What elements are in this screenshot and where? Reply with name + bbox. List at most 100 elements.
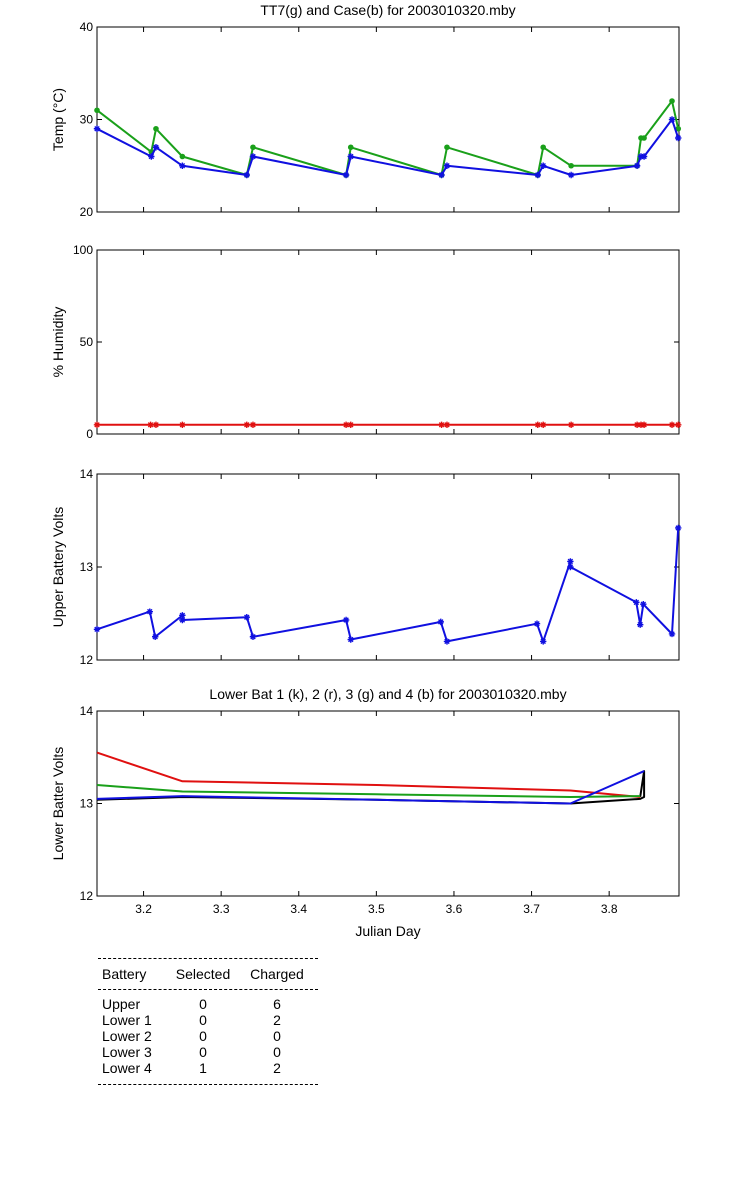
figure: 20 30 40 TT7(g) and Case(b) for 2003010320.… xyxy=(50,2,682,939)
data-point xyxy=(342,616,350,624)
cell-battery: Lower 1 xyxy=(102,1012,152,1028)
x-tick-label: 3.2 xyxy=(135,902,152,916)
cell-selected: 0 xyxy=(199,1028,207,1044)
y-tick-label: 13 xyxy=(80,560,94,574)
data-point xyxy=(347,636,354,643)
table-header-rule xyxy=(98,989,318,990)
cell-selected: 1 xyxy=(199,1060,207,1076)
data-point xyxy=(675,524,682,532)
series-line xyxy=(96,770,646,805)
cell-battery: Lower 3 xyxy=(102,1044,152,1060)
data-point xyxy=(675,125,682,132)
data-point xyxy=(633,162,641,169)
header-charged: Charged xyxy=(250,966,304,982)
data-point xyxy=(179,421,186,428)
cell-battery: Lower 4 xyxy=(102,1060,152,1076)
data-point xyxy=(568,162,574,169)
data-point xyxy=(179,616,186,624)
x-axis-label: Julian Day xyxy=(355,923,420,939)
cell-charged: 6 xyxy=(273,996,281,1012)
data-point xyxy=(567,421,575,428)
cell-charged: 0 xyxy=(273,1028,281,1044)
cell-battery: Upper xyxy=(102,996,141,1012)
data-point xyxy=(243,171,250,179)
data-point xyxy=(153,125,159,132)
data-point xyxy=(633,421,641,428)
data-point xyxy=(540,638,547,645)
data-point xyxy=(637,621,644,628)
series-line xyxy=(96,770,645,805)
table-top-rule xyxy=(98,958,318,959)
data-point xyxy=(533,620,541,627)
y-tick-label: 40 xyxy=(80,20,94,34)
data-point xyxy=(641,135,647,141)
data-point xyxy=(540,162,547,169)
chart-title: Lower Bat 1 (k), 2 (r), 3 (g) and 4 (b) … xyxy=(209,686,566,702)
data-point xyxy=(152,633,159,640)
y-axis-label: Upper Battery Volts xyxy=(50,507,66,628)
data-point xyxy=(243,614,250,621)
header-battery: Battery xyxy=(102,966,147,982)
plot-frame xyxy=(96,710,680,897)
y-axis-label: Lower Batter Volts xyxy=(50,747,66,861)
table-row: Lower 2 0 0 xyxy=(98,1028,318,1044)
table-bottom-rule xyxy=(98,1084,318,1085)
data-point xyxy=(146,608,153,615)
x-tick-label: 3.7 xyxy=(523,902,540,916)
table-header: Battery Selected Charged xyxy=(98,964,318,984)
data-point xyxy=(179,153,186,160)
series-line xyxy=(96,784,641,798)
data-point xyxy=(249,421,257,428)
data-point xyxy=(444,144,450,151)
battery-table: Battery Selected Charged Upper 0 6 Lower… xyxy=(98,958,318,1085)
data-point xyxy=(443,638,451,645)
data-point xyxy=(179,162,186,169)
data-point xyxy=(567,563,574,571)
data-point xyxy=(669,98,675,104)
data-point xyxy=(640,601,647,608)
plot-frame xyxy=(96,26,680,213)
data-point xyxy=(249,633,257,640)
data-point xyxy=(152,421,160,428)
cell-charged: 0 xyxy=(273,1044,281,1060)
data-point xyxy=(567,171,575,179)
data-point xyxy=(148,153,155,160)
data-point xyxy=(675,134,682,142)
header-selected: Selected xyxy=(175,966,231,982)
data-point xyxy=(534,421,541,428)
data-point xyxy=(633,599,640,606)
chart-title: TT7(g) and Case(b) for 2003010320.mby xyxy=(260,2,515,18)
data-point xyxy=(152,144,160,151)
cell-charged: 2 xyxy=(273,1012,281,1028)
x-tick-label: 3.6 xyxy=(446,902,463,916)
data-point xyxy=(567,558,574,565)
data-point xyxy=(668,421,676,428)
y-tick-label: 50 xyxy=(80,335,94,349)
table-row: Lower 4 1 2 xyxy=(98,1060,318,1076)
cell-selected: 0 xyxy=(199,1012,207,1028)
data-point xyxy=(438,421,445,428)
data-point xyxy=(342,171,350,179)
x-tick-label: 3.3 xyxy=(213,902,230,916)
data-point xyxy=(437,618,444,626)
data-point xyxy=(93,421,101,428)
data-point xyxy=(640,421,648,428)
data-point xyxy=(243,421,250,428)
x-tick-label: 3.8 xyxy=(601,902,618,916)
series-line xyxy=(96,527,680,643)
data-point xyxy=(347,144,354,151)
data-point xyxy=(93,125,101,132)
data-point xyxy=(93,626,101,633)
cell-selected: 0 xyxy=(199,996,207,1012)
data-point xyxy=(438,171,445,179)
cell-charged: 2 xyxy=(273,1060,281,1076)
data-point xyxy=(675,421,682,428)
table-row: Lower 3 0 0 xyxy=(98,1044,318,1060)
y-tick-label: 12 xyxy=(80,889,94,903)
data-point xyxy=(347,421,354,428)
data-point xyxy=(94,107,100,114)
y-tick-label: 30 xyxy=(80,113,94,127)
y-tick-label: 20 xyxy=(80,205,94,219)
cell-battery: Lower 2 xyxy=(102,1028,152,1044)
y-tick-label: 14 xyxy=(80,704,94,718)
